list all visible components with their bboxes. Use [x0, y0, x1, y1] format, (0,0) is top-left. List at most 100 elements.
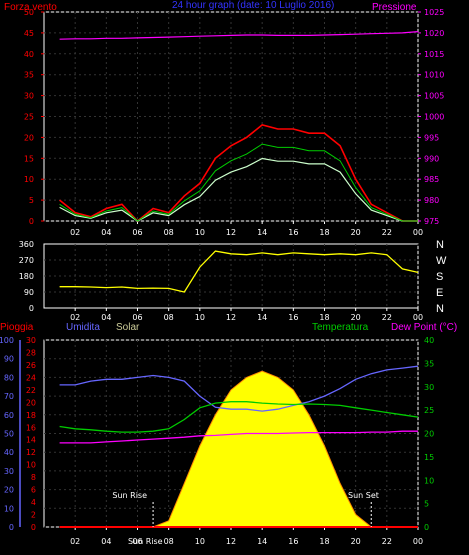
solar-label: Solar	[116, 322, 140, 333]
direction-panel-x-tick-label: 02	[70, 313, 80, 322]
pressure-y-tick-label: 1020	[424, 29, 444, 38]
humidity-y-tick-label: 26	[26, 361, 36, 370]
compass-label: E	[436, 287, 443, 299]
pressure-y-tick-label: 1015	[424, 50, 444, 59]
bottom-panel-x-tick-label: 18	[319, 537, 329, 546]
pressure-series	[59, 31, 419, 40]
bottom-panel-x-tick-label: 20	[351, 537, 361, 546]
direction-panel-x-tick-label: 12	[226, 313, 236, 322]
dewpoint-y-tick-label: 0	[424, 523, 429, 532]
top-panel-x-tick-label: 14	[257, 228, 267, 237]
top-panel-x-tick-label: 02	[70, 228, 80, 237]
dewpoint-y-tick-label: 20	[424, 430, 434, 439]
wind-y-tick-label: 15	[24, 154, 34, 163]
humidity-y-tick-label: 24	[26, 373, 36, 382]
top-panel-x-tick-label: 06	[132, 228, 142, 237]
humidity-y-tick-label: 18	[26, 411, 36, 420]
humidity-y-tick-label: 6	[31, 486, 36, 495]
humidity-y-tick-label: 4	[31, 498, 36, 507]
wind-y-tick-label: 5	[29, 196, 34, 205]
rain-y-tick-label: 100	[0, 336, 14, 345]
rain-y-tick-label: 10	[4, 504, 14, 513]
direction-y-tick-label: 360	[19, 240, 34, 249]
pressure-y-tick-label: 1025	[424, 8, 444, 17]
solar-series	[152, 370, 373, 528]
top-panel-x-tick-label: 18	[319, 228, 329, 237]
top-panel-x-tick-label: 10	[195, 228, 205, 237]
bottom-panel-x-tick-label: 16	[288, 537, 298, 546]
compass-label: N	[436, 239, 444, 251]
wind-y-tick-label: 25	[24, 113, 34, 122]
wind-y-tick-label: 30	[24, 92, 34, 101]
dewpoint-axis-label: Dew Point (°C)	[391, 322, 457, 333]
rain-y-tick-label: 20	[4, 486, 14, 495]
pressure-y-tick-label: 1005	[424, 92, 444, 101]
pressure-y-tick-label: 975	[424, 217, 439, 226]
dewpoint-y-tick-label: 35	[424, 359, 434, 368]
pressure-y-tick-label: 995	[424, 133, 439, 142]
sunrise-label: Sun Rise	[112, 491, 147, 500]
temperature-humidity-panel: 1009080706050403020100302826242220181614…	[0, 336, 434, 546]
dewpoint-y-tick-label: 30	[424, 383, 434, 392]
rain-axis-label: Pioggia	[0, 322, 34, 333]
direction-panel-x-tick-label: 20	[351, 313, 361, 322]
temperature-series	[59, 401, 419, 433]
wind-y-tick-label: 10	[24, 175, 34, 184]
wind-y-tick-label: 20	[24, 133, 34, 142]
humidity-series	[59, 365, 419, 412]
rain-y-tick-label: 90	[4, 355, 14, 364]
rain-y-tick-label: 40	[4, 448, 14, 457]
bottom-panel-x-tick-label: 02	[70, 537, 80, 546]
bottom-panel-x-tick-label: 14	[257, 537, 267, 546]
humidity-y-tick-label: 14	[26, 436, 36, 445]
wind-direction-series	[59, 250, 419, 293]
wind-pressure-panel: 5045403530252015105010251020101510101005…	[24, 8, 445, 237]
dewpoint-series	[59, 430, 418, 444]
wind-trend-series	[59, 143, 418, 222]
bottom-panel-x-tick-label: 08	[164, 537, 174, 546]
humidity-y-tick-label: 2	[31, 511, 36, 520]
direction-y-tick-label: 0	[29, 304, 34, 313]
pressure-y-tick-label: 980	[424, 196, 439, 205]
chart-title: 24 hour graph (date: 10 Luglio 2016)	[172, 0, 334, 11]
humidity-y-tick-label: 12	[26, 448, 36, 457]
wind-speed-series	[59, 124, 418, 223]
pressure-y-tick-label: 1010	[424, 71, 444, 80]
direction-panel-x-tick-label: 10	[195, 313, 205, 322]
compass-label: S	[436, 271, 443, 283]
wind-y-tick-label: 50	[24, 8, 34, 17]
direction-panel-x-tick-label: 16	[288, 313, 298, 322]
bottom-panel-x-tick-label: 22	[382, 537, 392, 546]
wind-average-series	[59, 157, 418, 222]
compass-label: W	[436, 255, 447, 267]
bottom-panel-x-tick-label: 12	[226, 537, 236, 546]
bottom-panel-x-tick-label: 10	[195, 537, 205, 546]
rain-y-tick-label: 50	[4, 430, 14, 439]
humidity-y-tick-label: 8	[31, 473, 36, 482]
humidity-y-tick-label: 30	[26, 336, 36, 345]
humidity-y-tick-label: 22	[26, 386, 36, 395]
humidity-y-tick-label: 28	[26, 348, 36, 357]
dewpoint-y-tick-label: 10	[424, 476, 434, 485]
bottom-panel-x-tick-label: 00	[413, 537, 423, 546]
humidity-y-tick-label: 10	[26, 461, 36, 470]
humidity-y-tick-label: 16	[26, 423, 36, 432]
sunset-label: Sun Set	[348, 491, 379, 500]
rain-y-tick-label: 30	[4, 467, 14, 476]
wind-y-tick-label: 35	[24, 71, 34, 80]
direction-panel-x-tick-label: 22	[382, 313, 392, 322]
dewpoint-y-tick-label: 40	[424, 336, 434, 345]
temperature-label: Temperatura	[312, 322, 369, 333]
humidity-y-tick-label: 0	[31, 523, 36, 532]
dewpoint-y-tick-label: 25	[424, 406, 434, 415]
top-panel-x-tick-label: 12	[226, 228, 236, 237]
wind-axis-label: Forza vento	[4, 2, 57, 13]
bottom-panel-x-tick-label: 06	[132, 537, 142, 546]
wind-y-tick-label: 40	[24, 50, 34, 59]
bottom-panel-x-tick-label: 04	[101, 537, 111, 546]
pressure-y-tick-label: 990	[424, 154, 439, 163]
rain-y-tick-label: 0	[9, 523, 14, 532]
